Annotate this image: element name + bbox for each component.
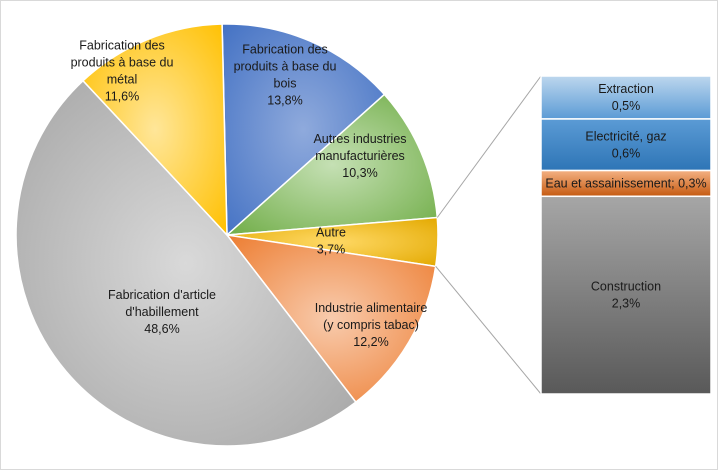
breakdown-segment-construction — [540, 195, 712, 395]
breakdown-label-electricite-gaz: Electricité, gaz 0,6% — [585, 129, 666, 160]
pie-slice-fabrication-des-produits-a-base-du-metal — [81, 23, 228, 237]
breakdown-segment-eau-et-assainissement-0-3 — [540, 169, 712, 198]
slice-label-fabrication-des-produits-a-base-du-bois: Fabrication des produits à base du bois 13,… — [234, 43, 337, 108]
slice-label-autre: Autre 3,7% — [316, 226, 346, 257]
slice-label-industrie-alimentaire-y-compris-tabac: Industrie alimentaire (y compris tabac) 12… — [315, 301, 428, 349]
breakdown-bar — [540, 75, 712, 395]
slice-label-fabrication-des-produits-a-base-du-metal: Fabrication des produits à base du métal 11… — [71, 39, 174, 104]
breakdown-label-extraction: Extraction 0,5% — [598, 82, 654, 113]
breakdown-segment-extraction — [540, 75, 712, 120]
slice-label-fabrication-d-article-d-habillement: Fabrication d'article d'habillement 48,6% — [108, 288, 216, 336]
pie-slice-fabrication-des-produits-a-base-du-bois — [221, 23, 386, 237]
breakdown-segment-electricite-gaz — [540, 118, 712, 172]
connector-lines — [435, 75, 542, 395]
slice-label-autres-industries-manufacturieres: Autres industries manufacturières 10,3% — [313, 132, 406, 180]
pie-slice-autres-industries-manufacturieres — [224, 93, 439, 236]
pie-slice-fabrication-d-article-d-habillement — [15, 79, 357, 447]
pie-slice-industrie-alimentaire-y-compris-tabac — [225, 233, 437, 404]
connector-line-bottom — [435, 265, 542, 395]
data-labels: Fabrication des produits à base du bois 13,… — [71, 39, 707, 350]
breakdown-label-construction: Construction 2,3% — [591, 280, 661, 311]
pie-slices — [15, 23, 439, 447]
breakdown-label-eau-et-assainissement-0-3: Eau et assainissement; 0,3% — [545, 176, 706, 190]
connector-line-top — [436, 75, 542, 218]
